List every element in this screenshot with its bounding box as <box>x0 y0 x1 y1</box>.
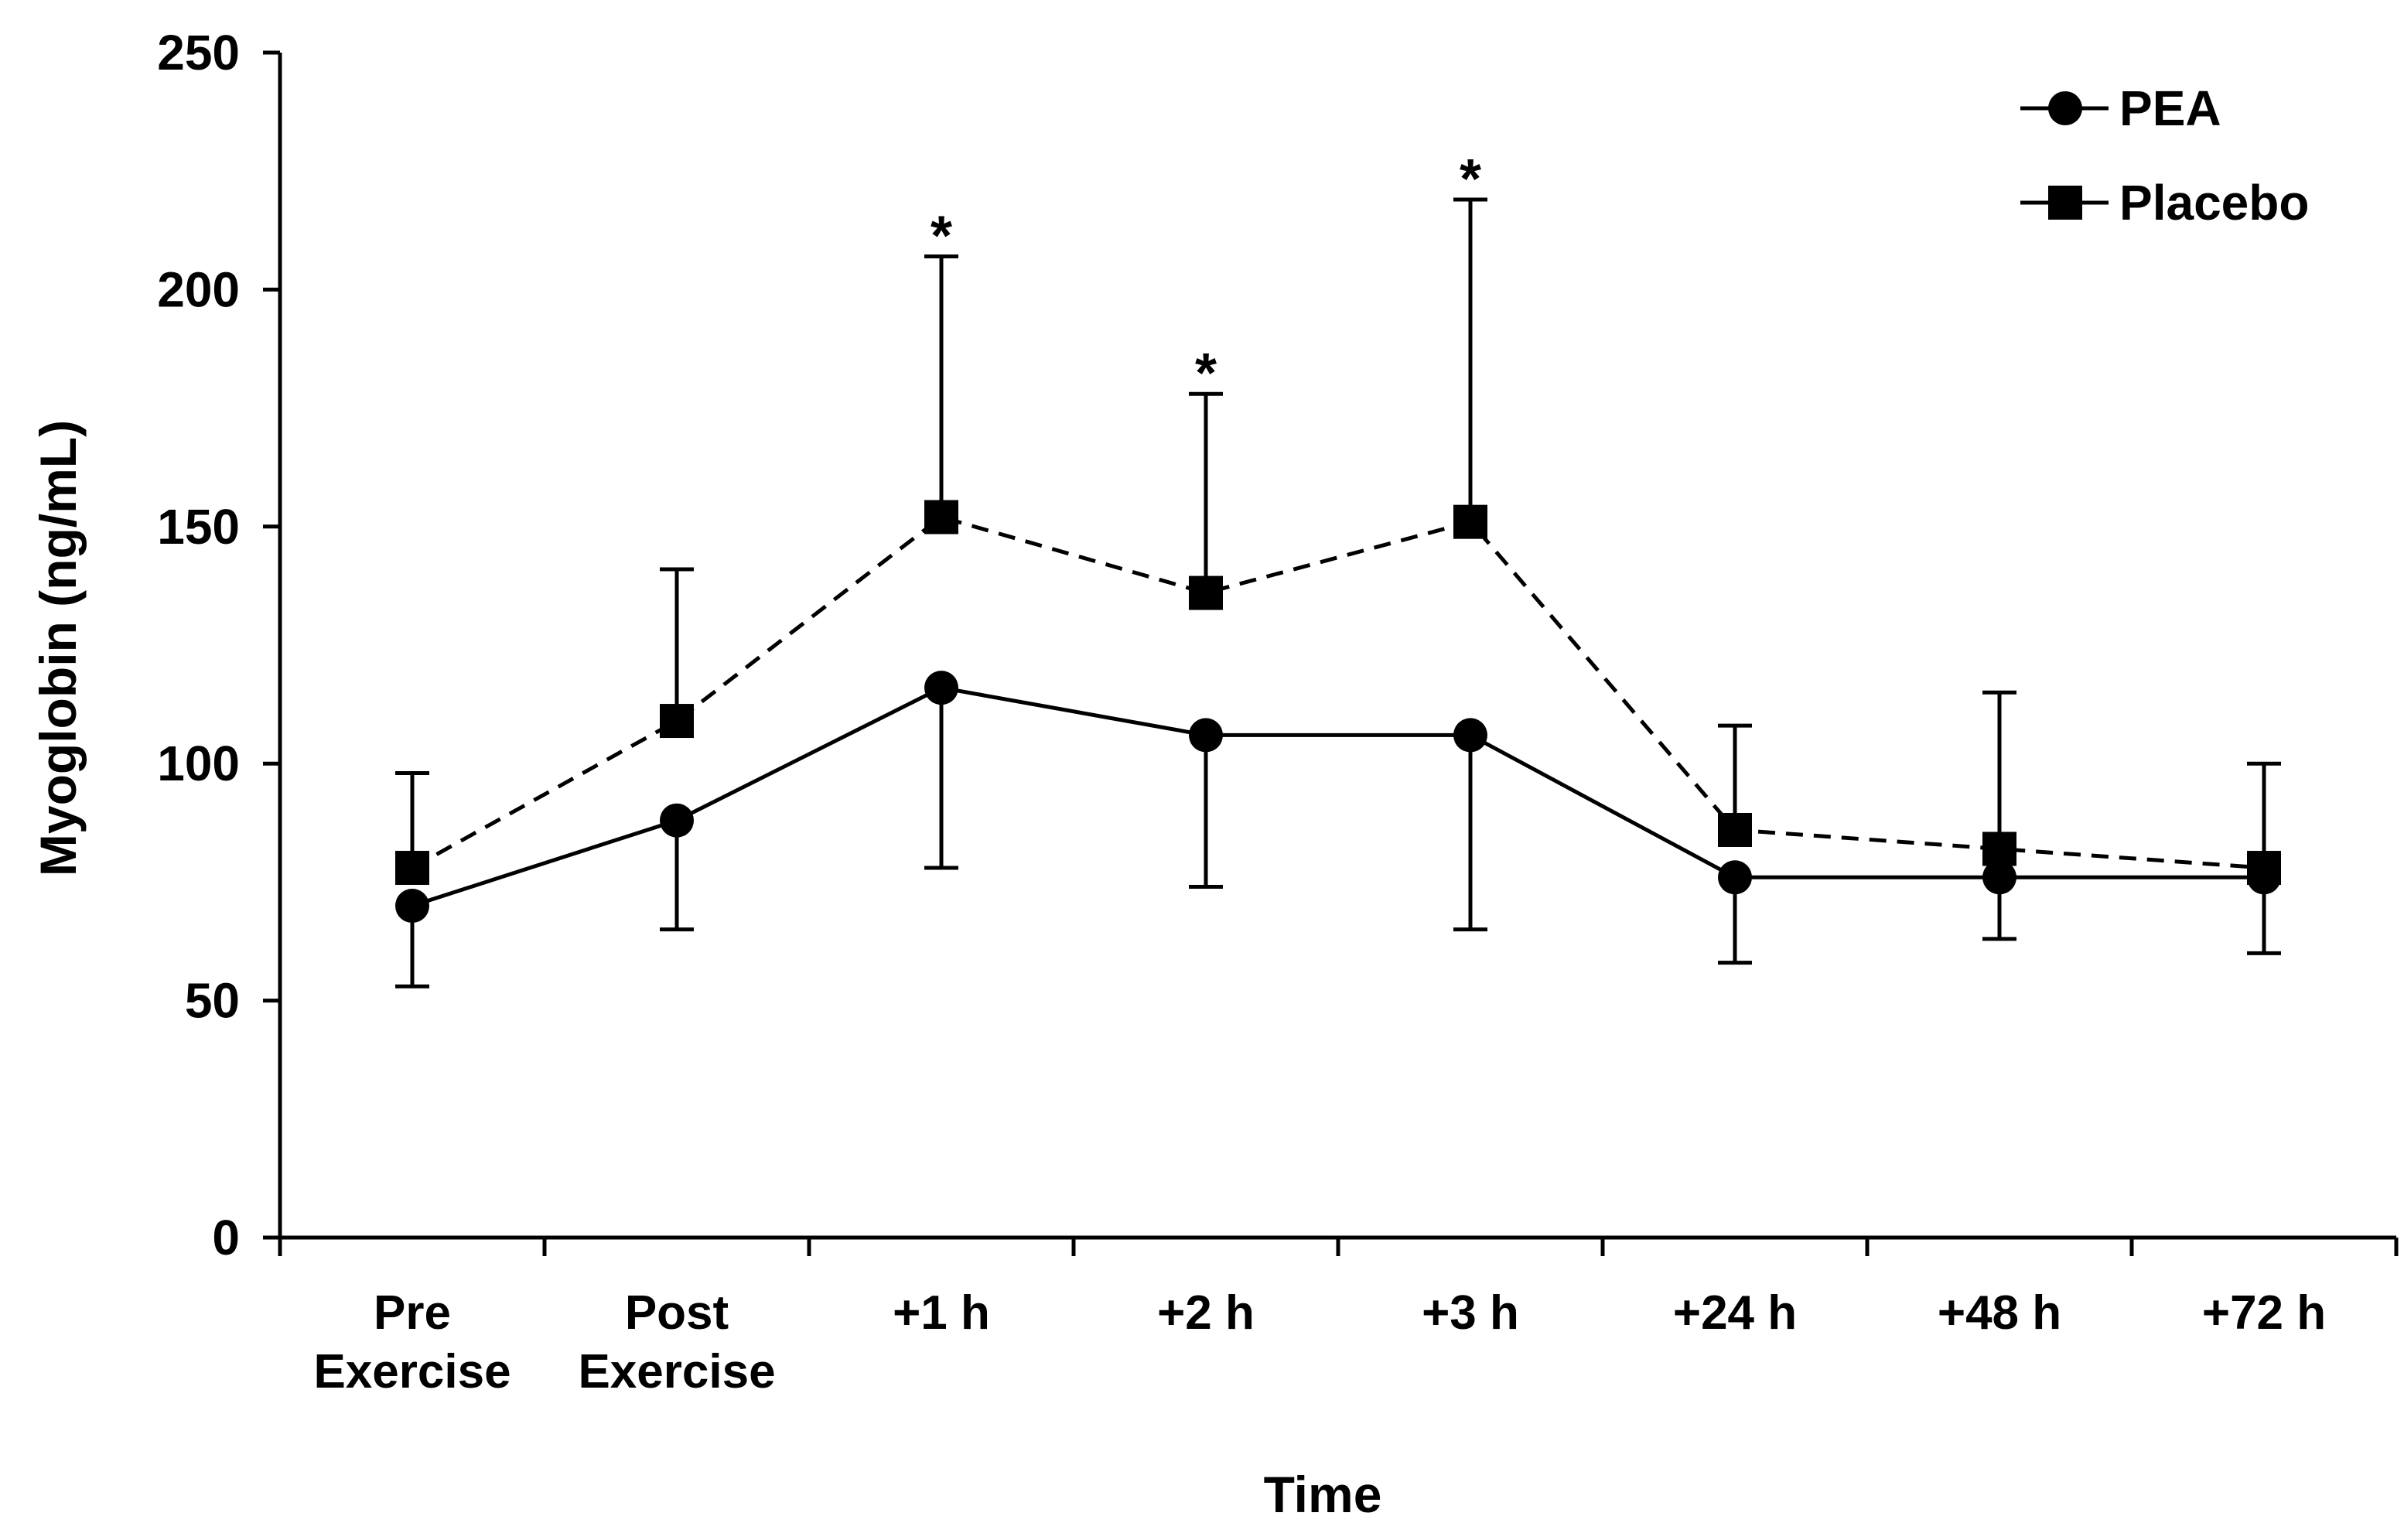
legend-marker-placebo <box>2048 186 2082 220</box>
data-point-pea <box>1453 718 1487 753</box>
x-tick-label: +72 h <box>2202 1286 2326 1340</box>
legend-item-placebo: Placebo <box>2020 175 2309 230</box>
series-line-placebo <box>411 515 2265 870</box>
data-point-placebo <box>1718 812 1752 847</box>
series-line-pea <box>411 685 2264 908</box>
data-point-placebo <box>2247 851 2281 886</box>
significance-star: * <box>1195 343 1217 405</box>
y-axis: 0 50 100 150 200 250 <box>157 25 282 1265</box>
data-point-pea <box>1982 860 2016 895</box>
legend-label-placebo: Placebo <box>2119 175 2309 230</box>
x-axis: Pre Exercise Post Exercise +1 h +2 h +3 h +24 h… <box>278 1235 2399 1398</box>
data-point-placebo <box>1982 831 2016 866</box>
significance-star: * <box>931 206 952 268</box>
data-point-placebo <box>1453 504 1487 539</box>
legend-marker-pea <box>2048 91 2082 125</box>
y-axis-title: Myoglobin (ng/mL) <box>29 420 87 876</box>
x-tick-label: +1 h <box>893 1286 990 1340</box>
error-bars <box>395 197 2281 989</box>
x-tick-label: Post Exercise <box>578 1286 775 1398</box>
x-axis-title: Time <box>1264 1466 1382 1523</box>
data-point-placebo <box>660 704 694 739</box>
significance-star: * <box>1460 149 1481 210</box>
y-tick-label: 250 <box>157 25 240 80</box>
y-ticks: 0 50 100 150 200 250 <box>157 25 280 1265</box>
y-tick-label: 100 <box>157 736 240 791</box>
x-tick-label: +24 h <box>1673 1286 1797 1340</box>
x-tick-label: +3 h <box>1422 1286 1519 1340</box>
legend: PEA Placebo <box>2020 80 2309 230</box>
markers <box>395 500 2281 924</box>
data-point-pea <box>924 671 958 705</box>
significance-annotations: * * * <box>931 149 1481 405</box>
y-tick-label: 50 <box>185 973 240 1029</box>
y-tick-label: 200 <box>157 261 240 317</box>
data-point-pea <box>660 803 694 838</box>
x-tick-label: +48 h <box>1938 1286 2061 1340</box>
x-tick-label: Pre Exercise <box>313 1286 511 1398</box>
data-point-pea <box>1189 718 1223 753</box>
series-lines <box>411 515 2265 908</box>
x-ticks: Pre Exercise Post Exercise +1 h +2 h +3 h +24 h… <box>278 1238 2399 1398</box>
y-tick-label: 150 <box>157 499 240 555</box>
legend-label-pea: PEA <box>2119 80 2221 136</box>
data-point-pea <box>1718 860 1752 895</box>
data-point-placebo <box>1189 575 1223 610</box>
data-point-placebo <box>924 500 958 534</box>
data-point-pea <box>395 889 429 924</box>
legend-item-pea: PEA <box>2020 80 2221 136</box>
data-point-placebo <box>395 851 429 886</box>
x-tick-label: +2 h <box>1157 1286 1255 1340</box>
y-tick-label: 0 <box>212 1210 240 1265</box>
